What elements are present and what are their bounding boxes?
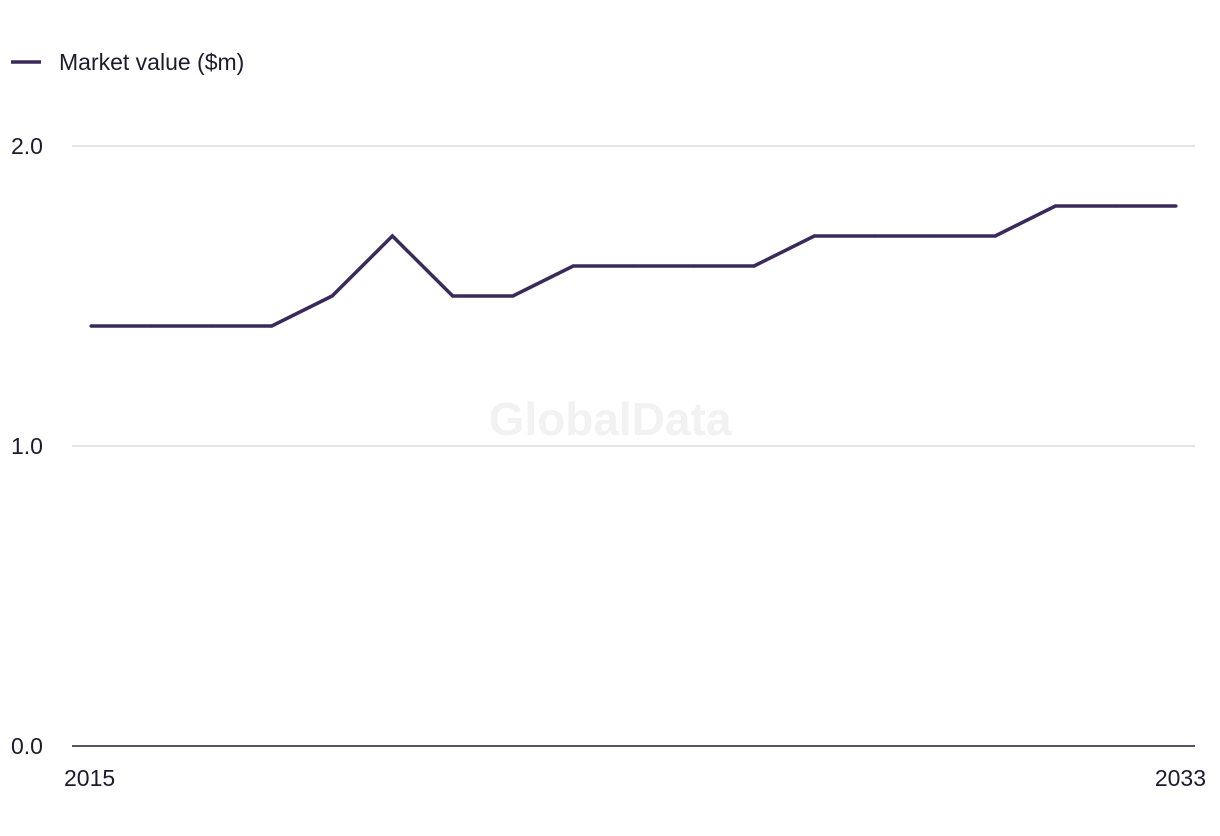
data-point — [1053, 204, 1058, 208]
data-point — [511, 294, 515, 298]
y-tick-label: 2.0 — [11, 133, 43, 159]
series-layer — [89, 204, 1178, 328]
grid-lines — [72, 145, 1195, 747]
legend: Market value ($m) — [11, 49, 244, 75]
y-axis-ticks: 0.0 1.0 2.0 — [11, 133, 43, 759]
data-point — [631, 264, 636, 268]
data-point — [270, 324, 274, 328]
data-point — [149, 324, 153, 328]
data-point — [752, 264, 756, 268]
y-tick-label: 0.0 — [11, 733, 43, 759]
data-point — [451, 294, 455, 298]
data-point — [812, 234, 816, 238]
data-point — [933, 234, 937, 238]
watermark-text: GlobalData — [489, 393, 732, 445]
x-tick-label: 2015 — [64, 765, 115, 791]
data-point — [571, 264, 575, 268]
data-point — [993, 234, 997, 238]
data-point — [209, 324, 214, 328]
data-point — [89, 324, 93, 328]
x-tick-label: 2033 — [1155, 765, 1206, 791]
data-point — [1114, 204, 1118, 208]
data-point — [873, 234, 877, 238]
legend-label: Market value ($m) — [59, 49, 244, 75]
data-point — [390, 234, 394, 238]
data-point — [1174, 204, 1178, 208]
data-point — [692, 264, 696, 268]
x-axis-ticks: 2015 2033 — [64, 765, 1206, 791]
data-point — [330, 294, 334, 298]
y-tick-label: 1.0 — [11, 433, 43, 459]
